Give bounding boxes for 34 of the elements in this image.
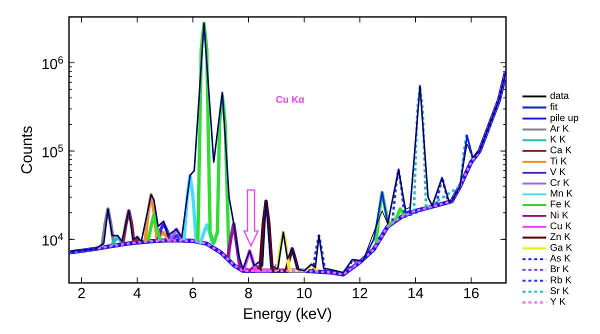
- annotation: Cu Kα: [276, 96, 304, 103]
- y-axis-title: Counts: [21, 126, 32, 174]
- x-tick-label: 16: [464, 288, 479, 298]
- x-tick-label: 14: [408, 288, 424, 298]
- x-tick-label: 8: [245, 288, 252, 298]
- legend-label: Y K: [550, 298, 566, 305]
- legend-label: data: [550, 92, 569, 99]
- y-tick-label: 10$^{5}$: [42, 144, 63, 158]
- y-tick-label: 10$^{6}$: [42, 56, 63, 70]
- legend-label: Cu K: [550, 222, 572, 230]
- legend-label: Cr K: [550, 179, 570, 186]
- legend-label: Br K: [550, 266, 569, 272]
- legend-label: Ti K: [550, 157, 567, 164]
- legend-label: Ni K: [550, 211, 568, 218]
- legend-label: pile up: [550, 114, 578, 124]
- y-tick-label: 10$^{4}$: [42, 232, 64, 246]
- legend-label: As K: [550, 254, 570, 262]
- x-tick-label: 4: [133, 288, 141, 298]
- legend-label: Rb K: [550, 276, 572, 284]
- legend-label: Zn K: [550, 233, 570, 240]
- legend-label: fit: [550, 102, 558, 110]
- x-tick-label: 6: [190, 288, 196, 298]
- x-tick-label: 12: [352, 288, 368, 298]
- legend-label: Ar K: [550, 125, 569, 132]
- legend-label: K K: [550, 136, 566, 142]
- x-tick-label: 2: [78, 288, 85, 298]
- legend-label: V K: [550, 168, 566, 176]
- legend-label: Ca K: [550, 146, 572, 154]
- legend-label: Fe K: [550, 200, 570, 208]
- legend-label: Mn K: [550, 190, 573, 197]
- legend-label: Ga K: [550, 244, 572, 251]
- x-axis-title: Energy (keV): [244, 308, 332, 322]
- x-tick-label: 10: [297, 288, 312, 298]
- legend-label: Sr K: [550, 287, 569, 294]
